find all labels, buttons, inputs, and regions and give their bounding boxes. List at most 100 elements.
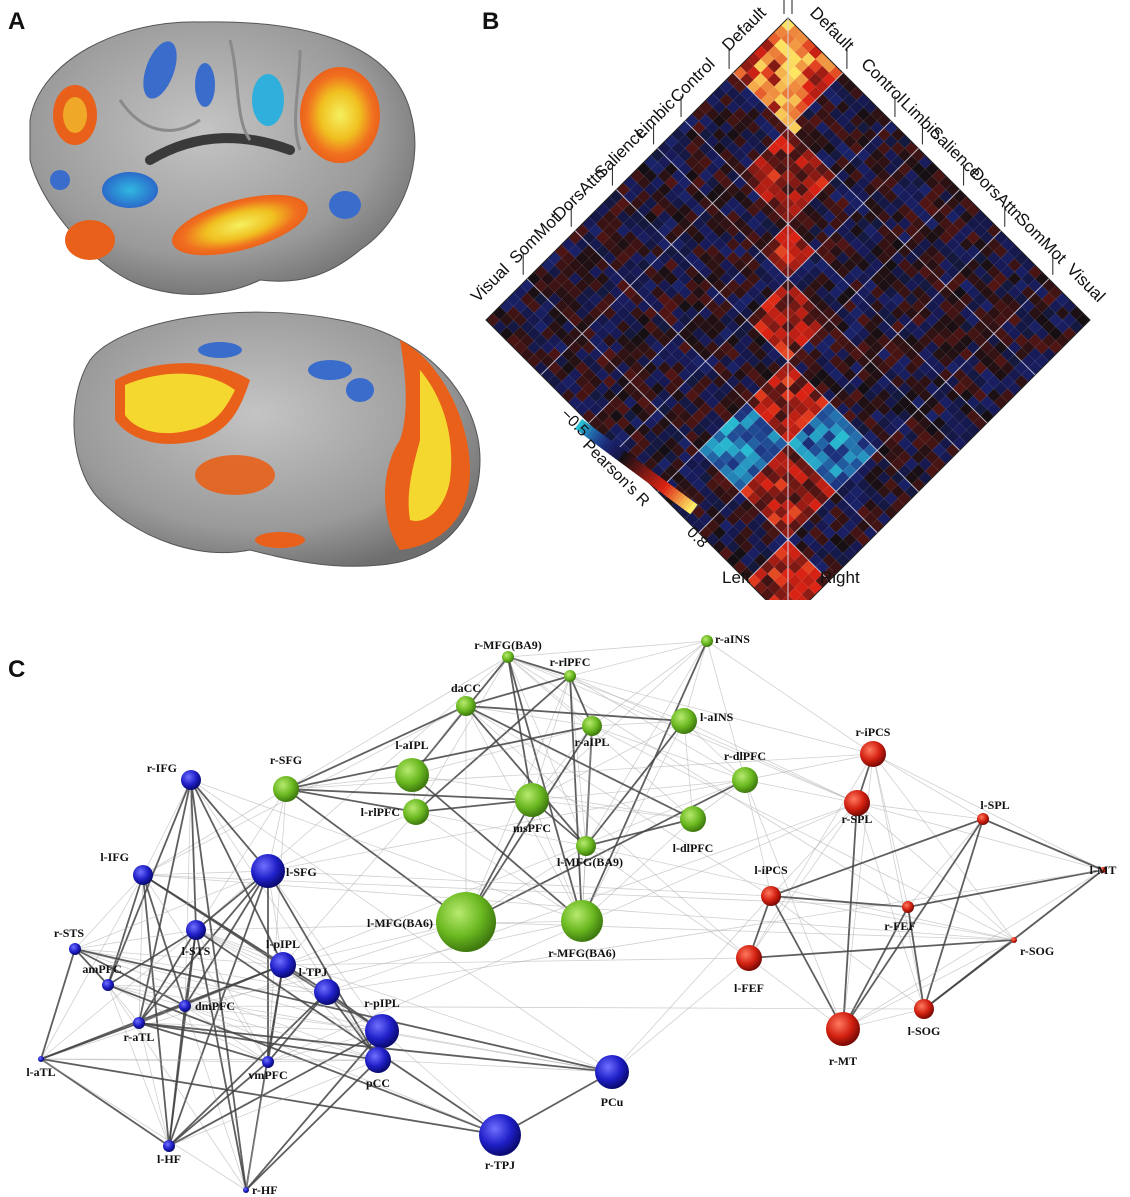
matrix-cell — [856, 175, 871, 190]
matrix-cell — [897, 203, 912, 218]
matrix-cell — [842, 120, 857, 135]
matrix-cell — [664, 217, 679, 231]
matrix-cell — [774, 217, 788, 231]
matrix-cell — [712, 86, 727, 101]
node-label: l-MT — [1090, 863, 1117, 877]
node-label: r-pIPL — [364, 996, 400, 1010]
network-edge — [267, 1030, 383, 1063]
colorbar-segment — [586, 427, 598, 440]
matrix-cell — [678, 395, 692, 410]
matrix-cell — [1021, 326, 1036, 341]
node-l-mfg-ba6 — [436, 892, 496, 952]
network-edge — [381, 1030, 501, 1136]
matrix-cell — [712, 100, 727, 115]
matrix-gridline — [574, 230, 878, 534]
matrix-cell — [685, 278, 699, 293]
matrix-cell — [815, 203, 830, 218]
matrix-cell — [671, 265, 686, 279]
matrix-cell — [506, 320, 521, 334]
matrix-cell — [575, 265, 589, 279]
matrix-cell — [623, 217, 637, 231]
matrix-cell — [534, 320, 548, 334]
network-edge — [770, 802, 858, 897]
brain-surface-figure — [29, 21, 481, 567]
node-r-mfg-ba6 — [561, 900, 603, 942]
colorbar-segment — [609, 444, 621, 457]
network-edge — [190, 779, 269, 872]
network-edge — [190, 779, 613, 1073]
matrix-cell — [691, 230, 706, 245]
matrix-cell — [685, 416, 699, 430]
node-label: amPFC — [82, 962, 121, 976]
matrix-cell — [664, 203, 679, 218]
colorbar-segment — [669, 489, 681, 502]
matrix-cell — [788, 395, 802, 410]
node-r-spl — [844, 790, 870, 816]
network-edge — [507, 656, 685, 722]
matrix-cell — [527, 299, 541, 314]
matrix-cell — [753, 429, 768, 444]
colorbar-segment — [655, 478, 667, 491]
matrix-cell — [774, 244, 788, 259]
colorbar-segment — [658, 480, 669, 494]
matrix-cell — [829, 203, 843, 218]
node-label: r-MFG(BA9) — [474, 638, 542, 652]
network-edge — [285, 774, 413, 790]
matrix-cell — [829, 217, 843, 231]
matrix-cell — [856, 230, 871, 245]
matrix-cell — [637, 244, 651, 259]
matrix-cell — [884, 299, 898, 314]
node-label: l-FEF — [734, 981, 764, 995]
network-edge — [138, 779, 192, 1024]
matrix-cell — [918, 237, 933, 252]
matrix-cell — [842, 230, 857, 245]
node-l-tpj — [314, 979, 340, 1005]
matrix-cell — [884, 134, 898, 149]
matrix-cell — [767, 182, 782, 197]
network-edge — [107, 984, 269, 1063]
matrix-cell — [904, 210, 919, 224]
node-label: l-pIPL — [266, 937, 300, 951]
network-edge — [138, 929, 197, 1024]
matrix-label-left-visual: Visual — [467, 260, 513, 306]
node-r-ifg — [181, 770, 201, 790]
matrix-cell — [836, 100, 850, 115]
network-edge — [285, 725, 593, 790]
colorbar-segment — [583, 425, 595, 438]
node-label: vmPFC — [248, 1068, 287, 1082]
network-edge — [569, 675, 858, 804]
node-label: l-SPL — [980, 798, 1009, 812]
matrix-cell — [1014, 320, 1029, 334]
matrix-cell — [657, 237, 672, 252]
matrix-cell — [829, 340, 843, 355]
matrix-cell — [925, 450, 939, 465]
matrix-cell — [746, 340, 761, 355]
network-edge — [184, 1005, 247, 1191]
matrix-cell — [705, 162, 720, 176]
matrix-cell — [939, 340, 953, 355]
node-label: r-SFG — [270, 753, 302, 767]
network-edge — [415, 675, 571, 813]
matrix-cell — [774, 162, 788, 176]
matrix-cell — [801, 217, 816, 231]
matrix-cell — [513, 299, 528, 314]
matrix-cell — [801, 175, 816, 190]
node-pcc — [365, 1047, 391, 1073]
network-edge — [142, 870, 269, 876]
matrix-cell — [691, 395, 706, 410]
matrix-cell — [788, 491, 802, 506]
matrix-cell — [945, 416, 960, 430]
matrix-cell — [664, 299, 679, 314]
matrix-cell — [925, 230, 939, 245]
network-edge — [195, 920, 583, 931]
matrix-cell — [959, 374, 974, 389]
network-edge — [245, 1030, 383, 1191]
matrix-cell — [870, 230, 885, 245]
colorbar-segment — [594, 433, 606, 447]
matrix-cell — [890, 210, 905, 224]
matrix-cell — [822, 182, 837, 197]
colorbar-segment — [592, 431, 603, 445]
matrix-cell — [1028, 320, 1042, 334]
matrix-cell — [726, 429, 740, 444]
matrix-cell — [973, 374, 988, 389]
